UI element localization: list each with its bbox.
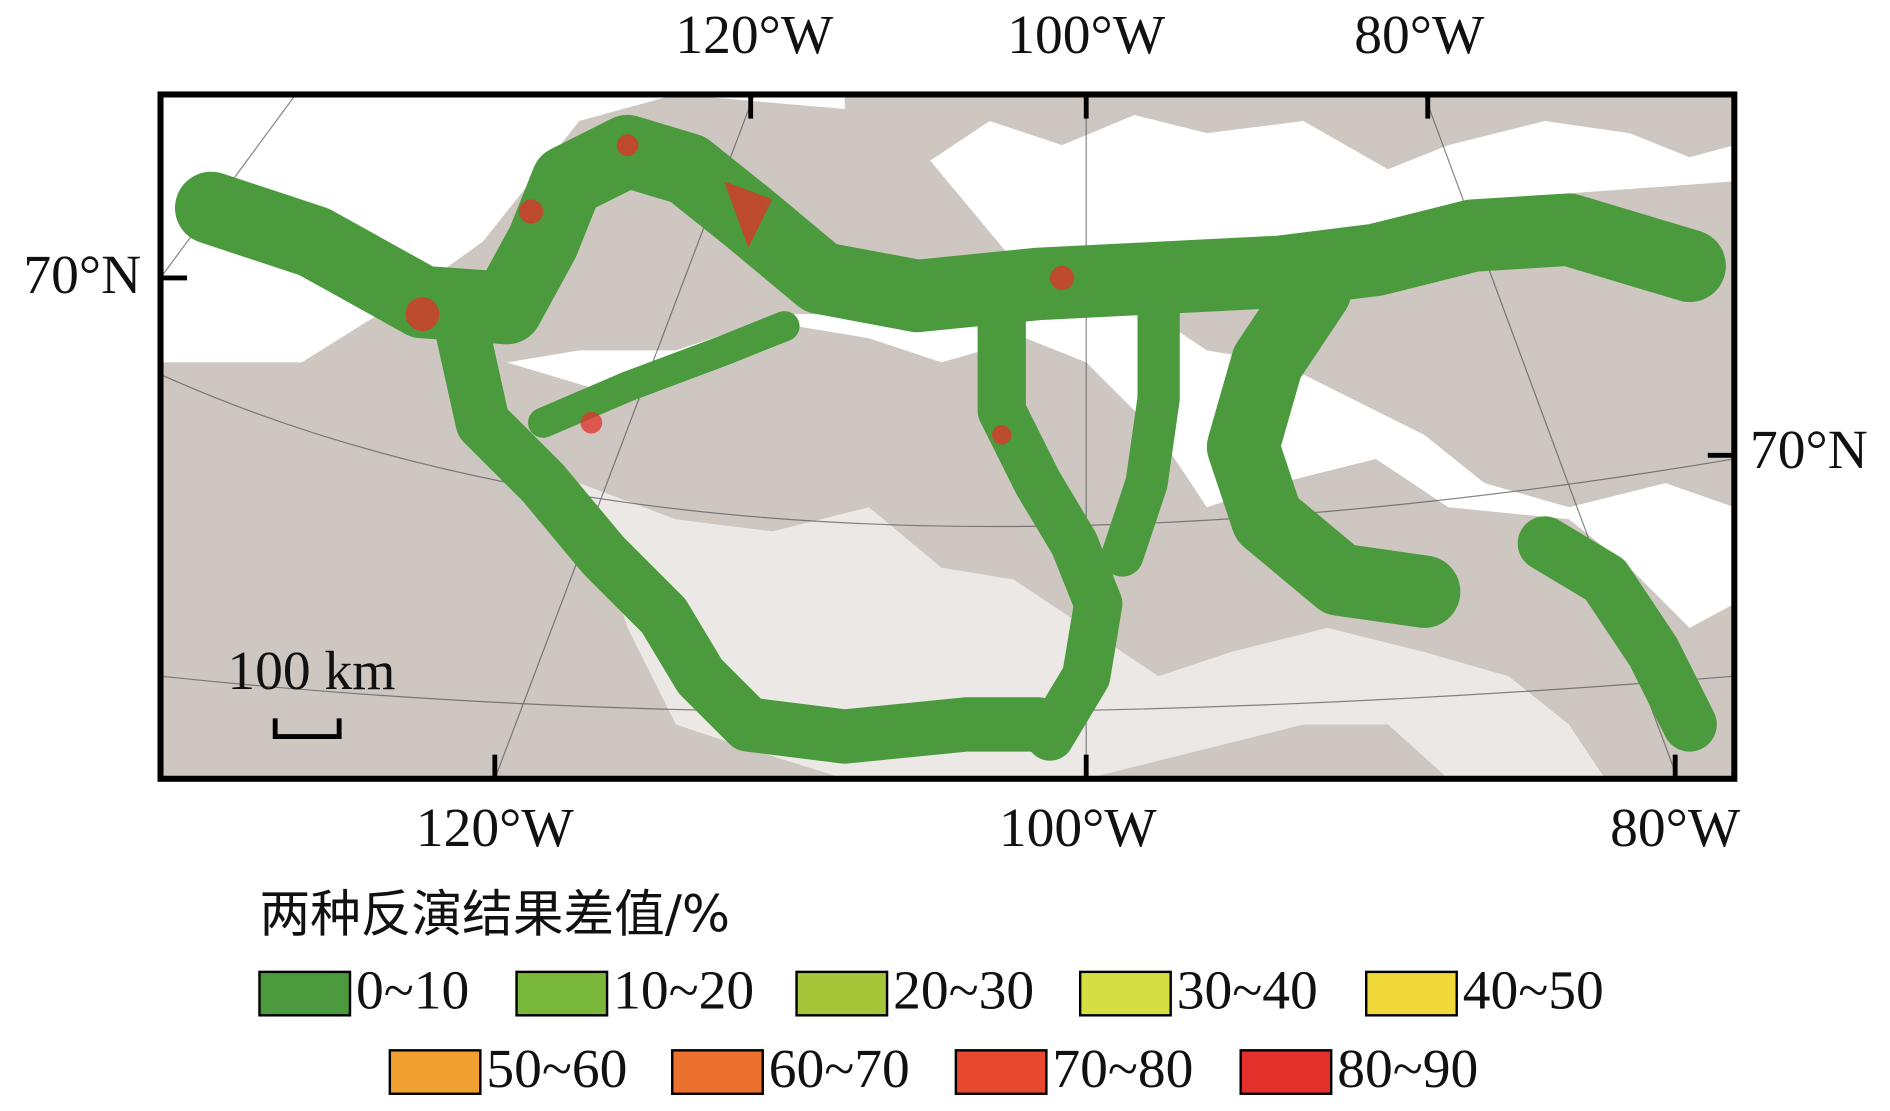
map-frame xyxy=(157,91,1738,782)
ticks xyxy=(160,94,1735,779)
legend-label: 50~60 xyxy=(486,1039,627,1100)
legend-swatch xyxy=(1239,1049,1333,1095)
legend-label: 20~30 xyxy=(893,961,1034,1022)
legend: 0~10 10~20 20~30 30~40 40~50 50~60 60~70 70~80 8… xyxy=(258,961,1604,1100)
legend-label: 0~10 xyxy=(356,961,469,1022)
southern-waters xyxy=(579,483,1606,779)
legend-swatch xyxy=(1365,970,1458,1017)
top-axis-label: 80°W xyxy=(1354,5,1485,66)
legend-label: 80~90 xyxy=(1337,1039,1478,1100)
legend-label: 70~80 xyxy=(1052,1039,1193,1100)
channels xyxy=(506,302,1735,628)
legend-label: 40~50 xyxy=(1463,961,1604,1022)
left-axis-label: 70°N xyxy=(23,245,141,306)
scale-bar-label: 100 km xyxy=(227,641,395,702)
legend-swatch xyxy=(795,970,889,1017)
scale-bar xyxy=(272,718,342,739)
legend-label: 60~70 xyxy=(769,1039,910,1100)
right-axis-label: 70°N xyxy=(1750,420,1868,481)
legend-swatch xyxy=(388,1049,482,1095)
legend-title: 两种反演结果差值/% xyxy=(259,885,730,944)
legend-label: 30~40 xyxy=(1177,961,1318,1022)
ocean xyxy=(160,94,1735,363)
top-axis-label: 120°W xyxy=(675,5,833,66)
high-difference-zones xyxy=(405,134,1075,445)
legend-swatch xyxy=(671,1049,764,1095)
legend-swatch xyxy=(954,1049,1048,1095)
legend-swatch xyxy=(1078,970,1172,1017)
bottom-axis-label: 80°W xyxy=(1610,798,1741,859)
study-region xyxy=(175,114,1726,764)
bottom-axis-label: 120°W xyxy=(416,798,574,859)
islands xyxy=(844,94,1735,182)
top-axis-label: 100°W xyxy=(1007,5,1165,66)
map-body xyxy=(160,94,1735,779)
bottom-axis-label: 100°W xyxy=(999,798,1157,859)
legend-swatch xyxy=(258,970,352,1017)
legend-label: 10~20 xyxy=(613,961,754,1022)
legend-swatch xyxy=(515,970,609,1017)
